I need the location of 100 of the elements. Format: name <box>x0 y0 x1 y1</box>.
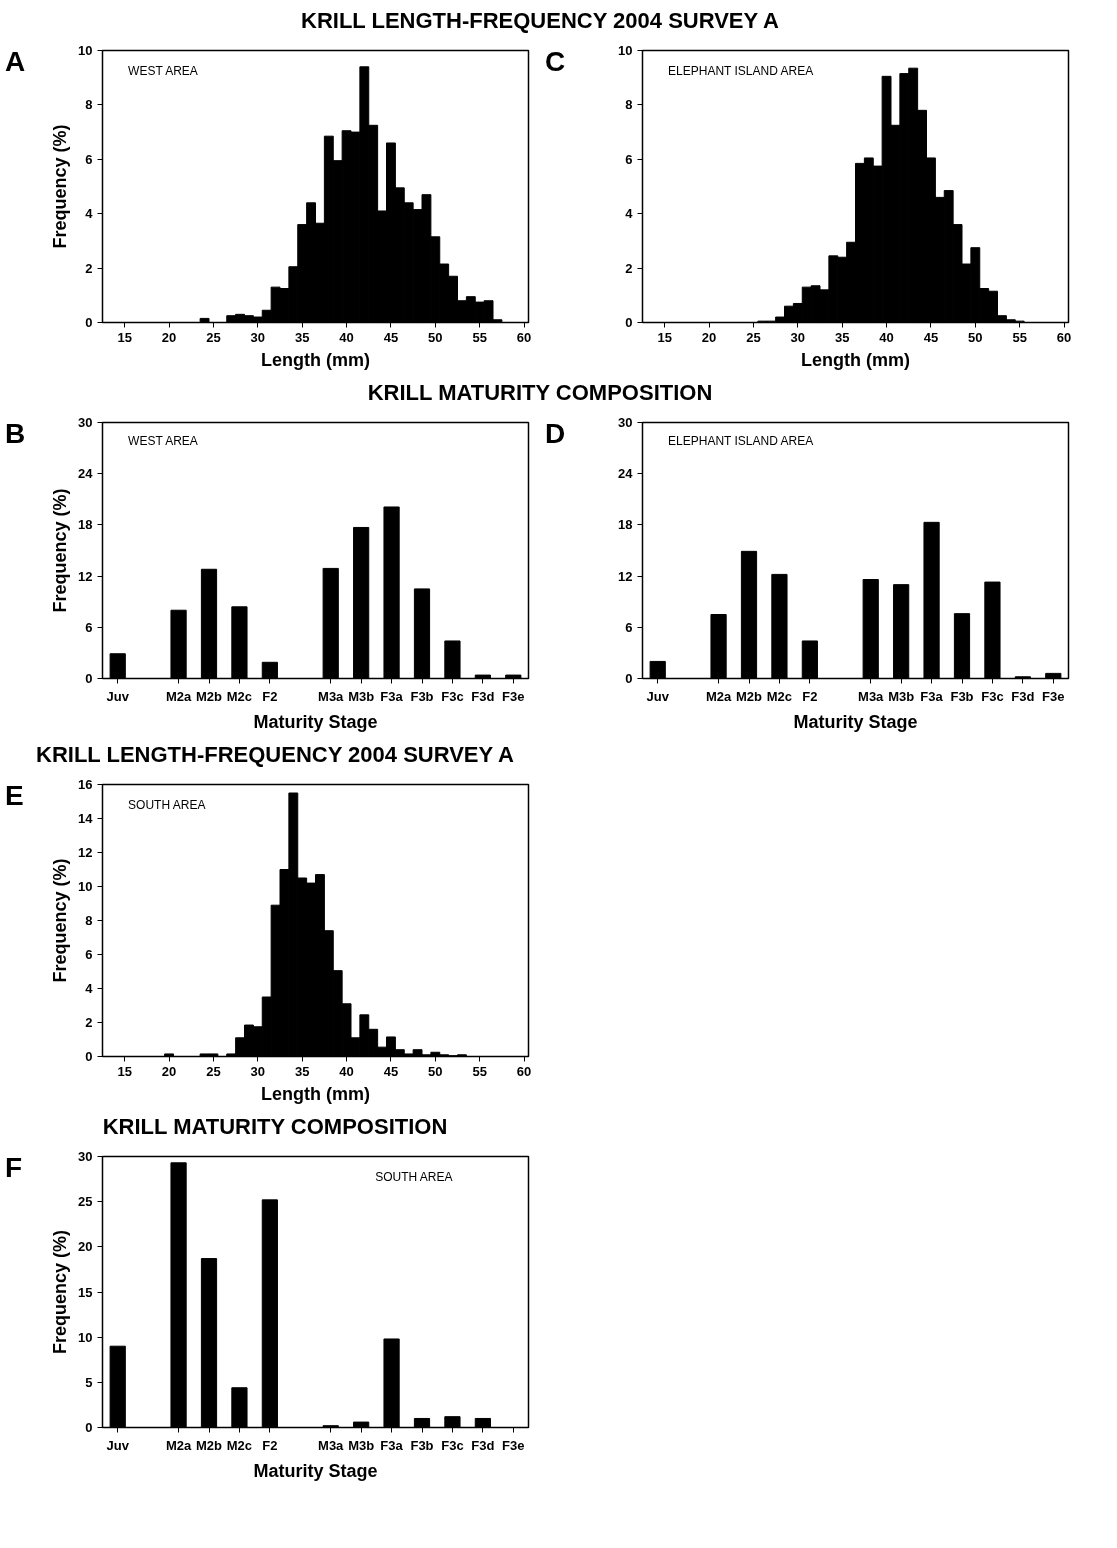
y-tick-label: 2 <box>85 1015 93 1030</box>
x-tick-label: F3e <box>1042 688 1065 704</box>
x-tick-label: Juv <box>646 688 670 704</box>
x-tick-label: 45 <box>923 329 939 345</box>
x-tick-label: 30 <box>790 329 806 345</box>
y-tick-label: 5 <box>85 1374 93 1390</box>
y-tick-label: 0 <box>625 315 633 330</box>
x-tick-label: M2b <box>196 1437 223 1453</box>
y-tick-label: 10 <box>78 1329 93 1345</box>
y-tick-label: 6 <box>85 947 93 962</box>
y-tick-label: 4 <box>625 206 634 222</box>
x-tick-label: M3b <box>348 688 375 704</box>
y-tick-label: 25 <box>78 1194 93 1210</box>
x-tick-label: M3a <box>318 688 345 704</box>
y-tick-label: 18 <box>78 517 93 533</box>
x-tick-label: 35 <box>294 1063 310 1079</box>
x-tick-label: M2c <box>226 1437 253 1453</box>
chart-title: KRILL LENGTH-FREQUENCY 2004 SURVEY A <box>301 7 779 35</box>
x-tick-label: 55 <box>472 1063 487 1079</box>
x-tick-label: 25 <box>206 329 221 345</box>
x-tick-label: F2 <box>262 1437 278 1453</box>
y-tick-label: 8 <box>625 97 633 113</box>
x-tick-label: M2a <box>165 1437 192 1453</box>
y-tick-label: 0 <box>625 671 633 686</box>
y-tick-label: 6 <box>85 619 93 635</box>
x-tick-label: M2a <box>165 688 192 704</box>
x-tick-label: 40 <box>879 329 894 345</box>
y-tick-label: 30 <box>618 415 633 430</box>
y-tick-label: 20 <box>78 1239 93 1255</box>
x-tick-label: F3a <box>920 688 944 704</box>
y-tick-label: 0 <box>85 1049 93 1064</box>
x-tick-label: 55 <box>1012 329 1027 345</box>
y-tick-label: 0 <box>85 671 93 686</box>
x-tick-label: M3b <box>888 688 915 704</box>
x-tick-label: Juv <box>106 688 130 704</box>
annotation: ELEPHANT ISLAND AREA <box>668 63 814 78</box>
x-tick-label: F3b <box>410 688 434 704</box>
x-tick-label: F3b <box>950 688 974 704</box>
y-tick-label: 6 <box>625 151 633 167</box>
text: B <box>5 417 26 451</box>
x-tick-label: M2c <box>226 688 253 704</box>
x-tick-label: F3c <box>441 1437 464 1453</box>
y-axis-title: Frequency (%) <box>50 858 71 983</box>
x-tick-label: F2 <box>262 688 278 704</box>
y-tick-label: 10 <box>618 43 633 58</box>
x-tick-label: F2 <box>802 688 818 704</box>
x-tick-label: 30 <box>250 329 266 345</box>
y-tick-label: 15 <box>78 1284 93 1300</box>
y-tick-label: 30 <box>78 415 93 430</box>
y-tick-label: 2 <box>85 260 93 276</box>
y-axis-title: Frequency (%) <box>50 488 71 613</box>
x-tick-label: M3a <box>858 688 885 704</box>
y-tick-label: 10 <box>78 879 93 894</box>
annotation: WEST AREA <box>128 434 198 449</box>
x-tick-label: 50 <box>428 329 443 345</box>
y-tick-label: 12 <box>618 568 633 584</box>
y-tick-label: 14 <box>78 811 94 826</box>
x-axis-title: Length (mm) <box>801 349 910 370</box>
x-tick-label: F3a <box>380 1437 404 1453</box>
x-tick-label: M3b <box>348 1437 375 1453</box>
x-tick-label: 40 <box>339 1063 354 1079</box>
y-tick-label: 6 <box>85 151 93 167</box>
y-tick-label: 6 <box>625 619 633 635</box>
y-tick-label: 18 <box>618 517 633 533</box>
annotation: SOUTH AREA <box>375 1169 453 1184</box>
x-tick-label: 15 <box>657 329 672 345</box>
x-tick-label: 20 <box>701 329 717 345</box>
x-tick-label: M3a <box>318 1437 345 1453</box>
x-tick-label: 35 <box>294 329 310 345</box>
x-tick-label: 25 <box>746 329 761 345</box>
x-tick-label: 20 <box>161 1063 177 1079</box>
y-tick-label: 12 <box>78 845 93 860</box>
x-tick-label: 15 <box>117 1063 132 1079</box>
y-tick-label: 0 <box>85 1420 93 1435</box>
x-tick-label: 45 <box>383 1063 399 1079</box>
x-tick-label: M2b <box>736 688 763 704</box>
y-tick-label: 0 <box>85 315 93 330</box>
y-axis-title: Frequency (%) <box>50 124 71 249</box>
x-tick-label: F3d <box>471 1437 495 1453</box>
x-tick-label: F3d <box>1011 688 1035 704</box>
x-tick-label: 25 <box>206 1063 221 1079</box>
y-axis-title: Frequency (%) <box>50 1229 71 1355</box>
text: E <box>5 779 24 813</box>
x-tick-label: 20 <box>161 329 177 345</box>
x-tick-label: M2a <box>705 688 732 704</box>
y-tick-label: 24 <box>618 466 634 482</box>
x-tick-label: 60 <box>516 329 532 345</box>
x-tick-label: 15 <box>117 329 132 345</box>
x-tick-label: 40 <box>339 329 354 345</box>
annotation: SOUTH AREA <box>128 797 206 812</box>
x-tick-label: F3e <box>502 1437 525 1453</box>
x-tick-label: F3c <box>981 688 1004 704</box>
y-tick-label: 16 <box>78 777 93 792</box>
x-tick-label: 50 <box>428 1063 443 1079</box>
x-tick-label: F3b <box>410 1437 434 1453</box>
x-tick-label: 45 <box>383 329 399 345</box>
y-tick-label: 12 <box>78 568 93 584</box>
annotation: WEST AREA <box>128 63 198 78</box>
x-tick-label: F3c <box>441 688 464 704</box>
y-tick-label: 24 <box>78 466 94 482</box>
